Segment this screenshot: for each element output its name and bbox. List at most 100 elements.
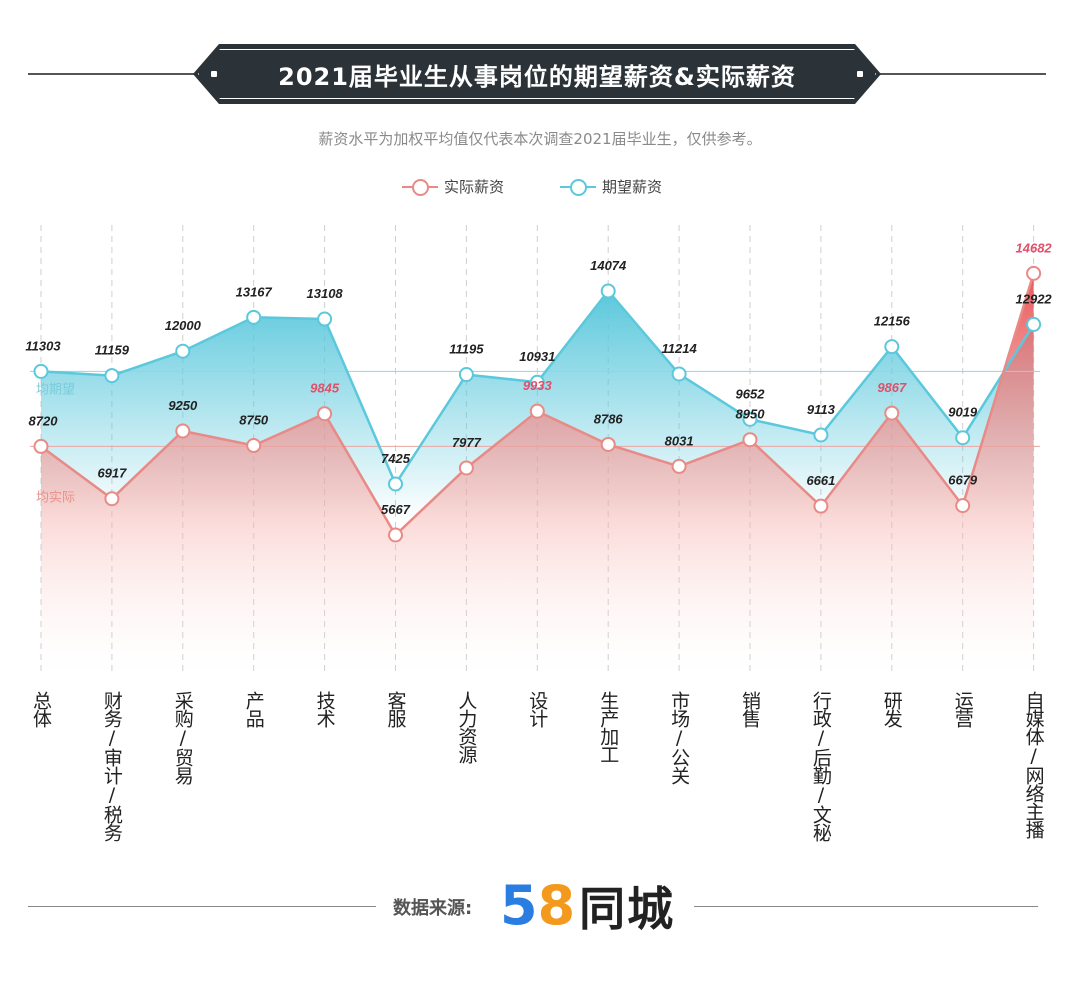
actual-point-4: [317, 406, 333, 422]
actual-point-14: [1026, 265, 1042, 281]
actual-value-label-0: 8720: [29, 413, 59, 428]
expected-value-label-7: 10931: [519, 349, 555, 364]
expected-point-5: [388, 476, 403, 492]
expected-value-label-4: 13108: [307, 286, 344, 301]
category-label-4: 技术: [314, 691, 336, 728]
avg-actual-label: 均实际: [36, 490, 75, 505]
banner-right-dot: [857, 71, 863, 77]
expected-point-9: [671, 366, 687, 382]
actual-point-1: [104, 491, 120, 507]
actual-value-label-12: 9867: [877, 380, 907, 395]
actual-point-11: [813, 498, 829, 514]
expected-point-6: [458, 367, 474, 383]
actual-point-2: [175, 423, 191, 439]
expected-value-label-8: 14074: [590, 258, 627, 273]
footer: 数据来源: 5 8 同城: [0, 870, 1080, 940]
expected-value-label-14: 12922: [1016, 291, 1053, 306]
expected-point-7: [529, 374, 545, 390]
expected-point-0: [33, 363, 49, 379]
chart-header: 2021届毕业生从事岗位的期望薪资&实际薪资 薪资水平为加权平均值仅代表本次调查…: [0, 0, 1080, 240]
actual-value-label-11: 6661: [806, 473, 835, 488]
category-label-1: 财务/审计/税务: [101, 691, 123, 842]
expected-point-10: [742, 411, 758, 427]
category-label-10: 销售: [739, 691, 761, 728]
actual-point-3: [246, 438, 262, 454]
expected-point-8: [600, 283, 616, 299]
category-label-5: 客服: [385, 691, 407, 728]
expected-point-13: [955, 430, 971, 446]
chart-subtitle: 薪资水平为加权平均值仅代表本次调查2021届毕业生，仅供参考。: [318, 130, 762, 148]
actual-value-label-7: 9933: [523, 378, 553, 393]
expected-point-12: [884, 339, 900, 355]
expected-value-label-13: 9019: [948, 405, 978, 420]
source-label: 数据来源:: [393, 898, 473, 919]
chart-legend: 实际薪资 期望薪资: [0, 176, 1080, 204]
expected-value-label-3: 13167: [236, 284, 273, 299]
actual-value-label-3: 8750: [239, 413, 269, 428]
title-banner: 2021届毕业生从事岗位的期望薪资&实际薪资: [193, 44, 881, 104]
actual-value-label-6: 7977: [452, 435, 482, 450]
actual-point-13: [955, 498, 971, 514]
legend-marker-actual: [402, 177, 438, 197]
category-label-13: 运营: [952, 691, 974, 728]
actual-point-12: [884, 405, 900, 421]
title-right-rule: [876, 73, 1046, 75]
category-label-14: 自媒体/网络主播: [1023, 691, 1045, 840]
category-label-0: 总体: [30, 691, 52, 728]
legend-marker-expected: [560, 177, 596, 197]
actual-value-label-10: 8950: [736, 407, 766, 422]
actual-point-0: [33, 438, 49, 454]
logo-digit-5: 5: [500, 874, 538, 937]
actual-point-5: [388, 527, 403, 543]
actual-value-label-9: 8031: [665, 433, 694, 448]
expected-point-2: [175, 343, 191, 359]
avg-expected-label: 均期望: [36, 381, 75, 397]
actual-point-9: [671, 458, 687, 474]
category-label-8: 生产加工: [597, 691, 619, 763]
actual-value-label-1: 6917: [97, 466, 127, 481]
category-label-7: 设计: [526, 691, 548, 728]
expected-value-label-5: 7425: [381, 451, 411, 466]
chart-title: 2021届毕业生从事岗位的期望薪资&实际薪资: [278, 63, 796, 91]
expected-point-3: [246, 309, 262, 325]
expected-value-label-2: 12000: [165, 318, 202, 333]
expected-point-1: [104, 368, 120, 384]
legend-label-expected: 期望薪资: [602, 178, 663, 196]
banner-left-dot: [211, 71, 217, 77]
expected-value-label-1: 11159: [95, 343, 130, 358]
logo-word: 同城: [579, 882, 676, 936]
legend-item-expected: 期望薪资: [560, 176, 662, 197]
expected-value-label-9: 11214: [662, 341, 698, 356]
expected-point-14: [1026, 316, 1042, 332]
category-label-2: 采购/贸易: [172, 691, 194, 786]
expected-value-label-0: 11303: [25, 338, 61, 353]
expected-value-label-10: 9652: [736, 386, 766, 401]
footer-right-rule: [694, 906, 1038, 907]
actual-point-8: [600, 436, 616, 452]
expected-point-4: [317, 311, 333, 327]
category-label-6: 人力资源: [455, 691, 477, 765]
actual-value-label-5: 5667: [381, 502, 411, 517]
expected-value-label-6: 11195: [449, 342, 484, 357]
logo-digit-8: 8: [537, 874, 576, 937]
category-label-11: 行政/后勤/文秘: [810, 691, 832, 842]
expected-point-11: [813, 427, 829, 443]
expected-value-label-11: 9113: [807, 402, 836, 417]
title-left-rule: [28, 73, 198, 75]
legend-label-actual: 实际薪资: [444, 178, 505, 196]
actual-value-label-14: 14682: [1016, 240, 1053, 255]
category-label-3: 产品: [243, 691, 265, 728]
expected-value-label-12: 12156: [874, 314, 911, 329]
actual-value-label-2: 9250: [168, 398, 198, 413]
actual-point-10: [742, 432, 758, 448]
category-label-9: 市场/公关: [668, 691, 690, 785]
actual-point-6: [458, 460, 474, 476]
legend-item-actual: 实际薪资: [402, 176, 504, 197]
actual-value-label-8: 8786: [594, 411, 624, 426]
actual-area: [41, 273, 1034, 675]
footer-left-rule: [28, 906, 376, 907]
actual-value-label-4: 9845: [310, 381, 340, 396]
category-label-12: 研发: [881, 691, 903, 728]
actual-point-7: [529, 403, 545, 419]
